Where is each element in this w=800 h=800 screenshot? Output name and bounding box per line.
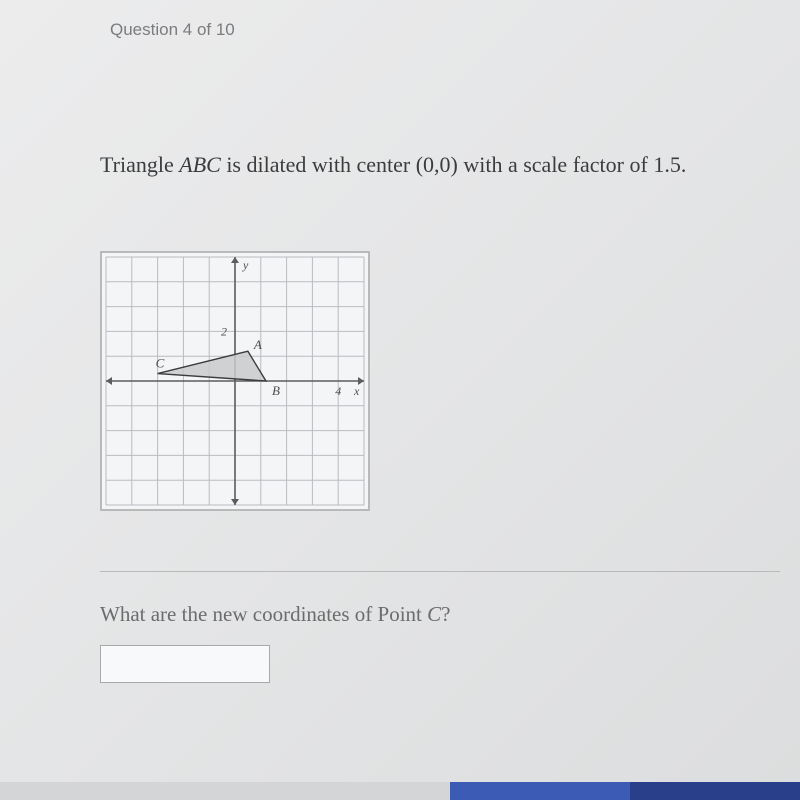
svg-text:y: y [242, 258, 249, 272]
bar-seg-grey [0, 782, 450, 800]
section-divider [100, 571, 780, 572]
coordinate-graph: 2 4 y x A B C [100, 251, 370, 511]
answer-input[interactable] [100, 645, 270, 683]
problem-prefix: Triangle [100, 152, 179, 177]
svg-text:2: 2 [221, 324, 227, 338]
subq-suffix: ? [441, 602, 450, 626]
svg-text:4: 4 [335, 384, 341, 398]
bottom-bar [0, 782, 800, 800]
sub-question: What are the new coordinates of Point C? [100, 602, 760, 627]
bar-seg-blue-light [450, 782, 630, 800]
triangle-name: ABC [179, 152, 221, 177]
bar-seg-blue-dark [630, 782, 800, 800]
graph-svg: 2 4 y x A B C [102, 253, 368, 509]
quiz-page: Question 4 of 10 Triangle ABC is dilated… [0, 0, 800, 800]
problem-suffix: is dilated with center (0,0) with a scal… [221, 152, 687, 177]
problem-statement: Triangle ABC is dilated with center (0,0… [100, 150, 760, 181]
svg-text:C: C [156, 355, 165, 370]
svg-text:A: A [253, 337, 262, 352]
subq-prefix: What are the new coordinates of Point [100, 602, 427, 626]
question-counter: Question 4 of 10 [110, 20, 760, 40]
svg-text:x: x [353, 384, 360, 398]
svg-text:B: B [272, 383, 280, 398]
subq-point: C [427, 602, 441, 626]
